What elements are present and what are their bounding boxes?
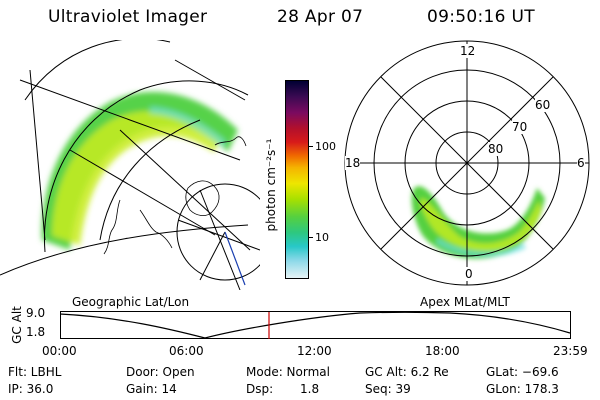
altitude-ylabel: GC Alt [10,306,24,344]
mlt-label-6: 6 [577,156,585,170]
apex-caption: Apex MLat/MLT [420,295,510,309]
altitude-ytick-1.8: 1.8 [26,325,46,339]
altitude-xtick-1800: 18:00 [425,344,460,358]
mlt-label-18: 18 [345,156,361,170]
colorbar-tick-label-10: 10 [315,231,329,244]
colorbar-tick-100 [308,146,313,147]
mlat-label-80: 80 [488,142,504,156]
glon-label: GLon: 178.3 [486,382,559,396]
geographic-map [0,40,260,290]
mlt-label-12: 12 [460,44,476,58]
colorbar-tick-10 [308,237,313,238]
ip-label: IP: 36.0 [8,382,54,396]
altitude-xtick-1200: 12:00 [297,344,332,358]
gain-label: Gain: 14 [126,382,177,396]
date-label: 28 Apr 07 [277,7,364,27]
altitude-xtick-2359: 23:59 [553,344,588,358]
mlat-label-70: 70 [512,120,528,134]
dsp-label: Dsp: [246,382,274,396]
dsp-value: 1.8 [300,382,320,396]
mode-label: Mode: Normal [246,365,330,379]
flt-label: Flt: LBHL [8,365,62,379]
geographic-caption: Geographic Lat/Lon [72,295,190,309]
altitude-xtick-0000: 00:00 [42,344,77,358]
colorbar-unit-label: photon cm⁻²s⁻¹ [264,138,278,232]
mlat-label-60: 60 [535,98,551,112]
aurora-oval-polar [411,186,545,259]
instrument-title: Ultraviolet Imager [48,7,208,27]
gc-alt-label: GC Alt: 6.2 Re [365,365,449,379]
time-label: 09:50:16 UT [427,7,535,27]
altitude-plot [60,311,571,339]
altitude-curve [60,311,571,339]
mlt-label-0: 0 [465,267,473,281]
colorbar-tick-label-100: 100 [315,140,336,153]
colorbar [285,80,309,279]
altitude-xtick-0600: 06:00 [169,344,204,358]
door-label: Door: Open [126,365,195,379]
aurora-band-geographic [41,91,238,250]
glat-label: GLat: −69.6 [486,365,559,379]
altitude-ytick-9: 9.0 [26,306,46,320]
mlat-mlt-polar-plot [344,40,590,286]
seq-label: Seq: 39 [365,382,411,396]
